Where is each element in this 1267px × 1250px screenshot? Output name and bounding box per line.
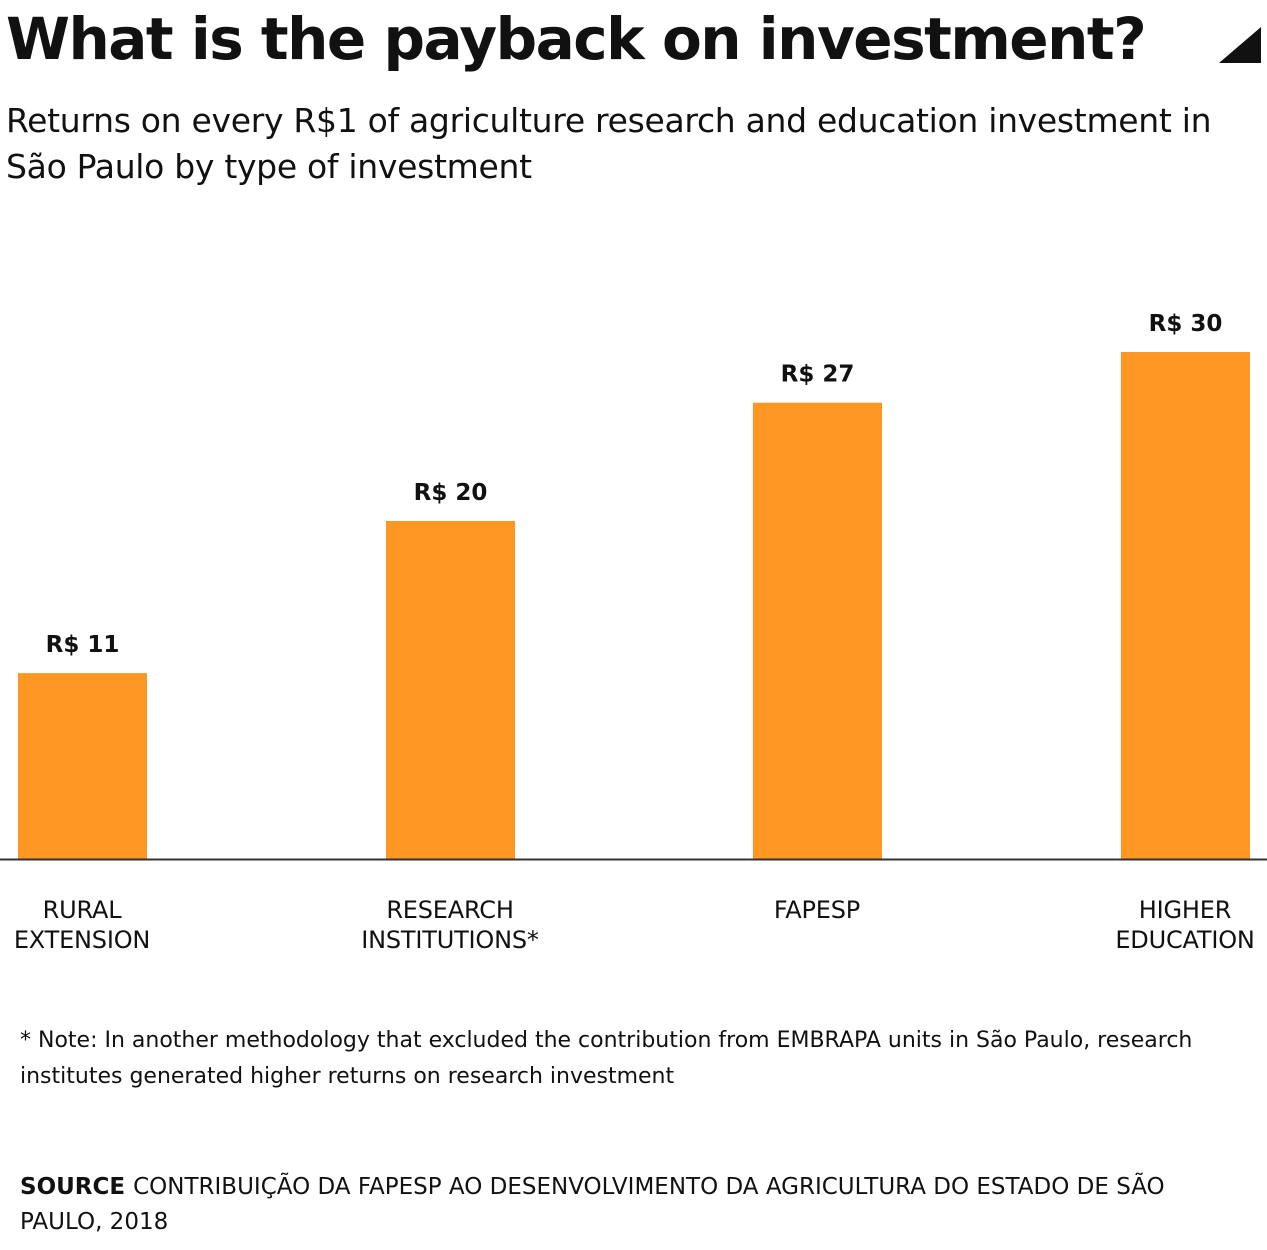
value-label-research-institutions: R$ 20 (414, 480, 488, 506)
value-label-fapesp: R$ 27 (781, 362, 855, 388)
source-text: CONTRIBUIÇÃO DA FAPESP AO DESENVOLVIMENT… (20, 1174, 1165, 1235)
source-line: SOURCE CONTRIBUIÇÃO DA FAPESP AO DESENVOL… (20, 1170, 1250, 1240)
bar-higher-education (1121, 352, 1250, 859)
value-label-rural-extension: R$ 11 (46, 632, 120, 658)
bar-fapesp (753, 402, 882, 859)
chart-subtitle: Returns on every R$1 of agriculture rese… (6, 101, 1212, 186)
footnote: * Note: In another methodology that excl… (20, 1028, 1193, 1089)
page-title: What is the payback on investment? (6, 5, 1147, 73)
category-label-higher-education: HIGHER EDUCATION (1115, 896, 1255, 954)
source-label: SOURCE (20, 1174, 126, 1200)
category-label-research-institutions: RESEARCH INSTITUTIONS* (361, 896, 539, 954)
corner-triangle-icon (1219, 27, 1261, 63)
bar-research-institutions (386, 521, 515, 859)
category-label-fapesp: FAPESP (773, 896, 861, 924)
category-label-rural-extension: RURAL EXTENSION (13, 896, 151, 954)
value-label-higher-education: R$ 30 (1149, 311, 1223, 337)
bar-rural-extension (18, 673, 147, 859)
bar-chart: R$ 11 R$ 20 R$ 27 R$ 30 (0, 311, 1267, 861)
